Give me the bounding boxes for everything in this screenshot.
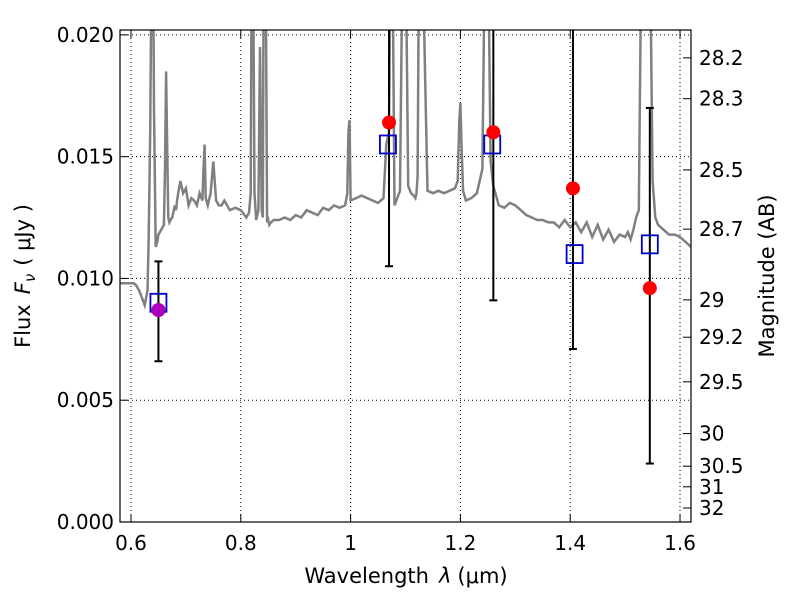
plot-frame: [119, 29, 692, 523]
axis-ticks: [120, 30, 691, 523]
model-flux-square: [379, 134, 397, 155]
x-axis-symbol: λ: [438, 564, 451, 588]
y-tick-label: 0.020: [57, 23, 114, 47]
error-bars: [154, 30, 654, 465]
x-axis-unit: (μm): [457, 564, 507, 588]
magnitude-tick-label: 29.2: [699, 325, 744, 349]
y-tick-label: 0.005: [57, 388, 114, 412]
magnitude-tick-label: 31: [699, 475, 724, 499]
y-axis-unit: ( μJy ): [11, 204, 35, 266]
x-axis-title: Wavelength: [304, 564, 429, 588]
magnitude-tick-label: 28.3: [699, 87, 744, 111]
magnitude-tick-label: 29.5: [699, 370, 744, 394]
y-tick-label: 0.010: [57, 266, 114, 290]
y-axis-subscript: ν: [21, 274, 39, 282]
y-tick-labels: 0.000 0.005 0.010 0.015 0.020: [57, 23, 114, 534]
model-flux-square: [640, 234, 659, 255]
magnitude-tick-label: 28.7: [699, 217, 744, 241]
x-tick-label: 0.6: [115, 531, 147, 555]
observed-flux-point: [642, 281, 657, 296]
observed-flux-markers: [151, 115, 657, 318]
y-axis-title: Flux: [11, 304, 35, 348]
x-tick-label: 0.8: [225, 531, 257, 555]
x-axis-label: Wavelength λ (μm): [304, 564, 507, 588]
magnitude-tick-label: 30: [699, 422, 724, 446]
x-tick-labels: 0.6 0.8 1 1.2 1.4 1.6: [115, 531, 696, 555]
overlap-flux-point: [151, 303, 166, 318]
magnitude-tick-label: 28.2: [699, 46, 744, 70]
y-axis-symbol: F: [11, 281, 35, 294]
y-tick-label: 0.000: [57, 510, 114, 534]
y-tick-label: 0.015: [57, 145, 114, 169]
x-tick-label: 1.6: [664, 531, 696, 555]
magnitude-tick-label: 30.5: [699, 454, 744, 478]
y-axis-label: Flux Fν ( μJy ): [11, 204, 39, 348]
model-flux-square: [565, 244, 584, 264]
x-tick-label: 1: [344, 531, 357, 555]
sed-model-line: [120, 30, 691, 310]
magnitude-axis-label: Magnitude (AB): [755, 194, 779, 357]
x-tick-label: 1.2: [444, 531, 476, 555]
magnitude-tick-label: 28.5: [699, 158, 744, 182]
model-flux-markers: [149, 134, 659, 313]
grid-lines: [120, 30, 691, 522]
observed-flux-point: [382, 115, 397, 130]
magnitude-tick-label: 29: [699, 288, 724, 312]
magnitude-tick-label: 32: [699, 496, 724, 520]
observed-flux-point: [565, 181, 580, 196]
x-tick-label: 1.4: [554, 531, 586, 555]
observed-flux-point: [486, 125, 501, 140]
